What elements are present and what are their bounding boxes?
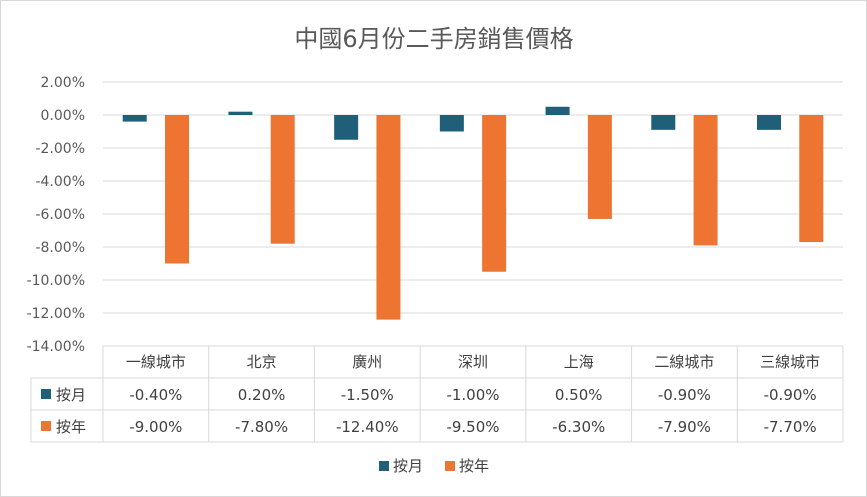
bars — [122, 106, 824, 320]
data-label: -9.50% — [446, 418, 499, 436]
bar-yearly — [165, 115, 189, 264]
bar-yearly — [587, 115, 612, 219]
category-label: 北京 — [247, 353, 277, 371]
bar-monthly — [334, 115, 359, 140]
bar-monthly — [545, 106, 570, 115]
data-label: -6.30% — [552, 418, 605, 436]
bar-monthly — [757, 115, 781, 130]
legend: 按月 按年 — [379, 457, 489, 475]
legend-label: 按年 — [459, 457, 489, 475]
data-label: 0.50% — [555, 386, 603, 404]
data-label: 0.20% — [238, 386, 286, 404]
legend-label: 按月 — [393, 457, 423, 475]
bar-yearly — [799, 115, 824, 243]
data-label: -9.00% — [129, 418, 182, 436]
data-label: -1.00% — [446, 386, 499, 404]
data-label: -7.90% — [658, 418, 711, 436]
y-tick-label: -8.00% — [35, 240, 85, 256]
chart-title: 中國6月份二手房銷售價格 — [294, 25, 573, 53]
gridlines — [103, 81, 843, 347]
data-label: -0.90% — [658, 386, 711, 404]
y-tick-label: 2.00% — [41, 75, 85, 91]
legend-swatch — [445, 461, 455, 471]
y-tick-label: -2.00% — [35, 141, 85, 157]
category-label: 上海 — [564, 353, 594, 371]
table-series-label: 按年 — [56, 418, 86, 436]
category-label: 深圳 — [458, 353, 488, 371]
bar-yearly — [482, 115, 507, 272]
data-label: -1.50% — [341, 386, 394, 404]
data-label: -0.90% — [764, 386, 817, 404]
y-tick-label: -10.00% — [27, 273, 85, 289]
bar-monthly — [228, 111, 253, 115]
table-legend-key — [41, 389, 51, 399]
legend-swatch — [379, 461, 389, 471]
category-label: 二線城市 — [654, 353, 714, 371]
data-label: -12.40% — [336, 418, 399, 436]
bar-yearly — [270, 115, 295, 244]
data-label: -0.40% — [129, 386, 182, 404]
data-label: -7.70% — [764, 418, 817, 436]
bar-yearly — [376, 115, 401, 320]
bar-yearly — [693, 115, 718, 246]
bar-monthly — [651, 115, 676, 130]
y-axis-ticks: 2.00% 0.00% -2.00% -4.00% -6.00% -8.00% -10.00… — [27, 75, 85, 355]
bar-monthly — [439, 115, 464, 132]
category-label: 廣州 — [352, 353, 382, 371]
table-series-label: 按月 — [56, 386, 86, 404]
y-tick-label: -4.00% — [35, 174, 85, 190]
y-tick-label: 0.00% — [41, 108, 85, 124]
data-label: -7.80% — [235, 418, 288, 436]
category-label: 三線城市 — [760, 353, 820, 371]
category-label: 一線城市 — [126, 353, 186, 371]
y-tick-label: -14.00% — [27, 339, 85, 355]
bar-monthly — [122, 115, 147, 122]
y-tick-label: -12.00% — [27, 306, 85, 322]
y-tick-label: -6.00% — [35, 207, 85, 223]
table-legend-key — [41, 421, 51, 431]
